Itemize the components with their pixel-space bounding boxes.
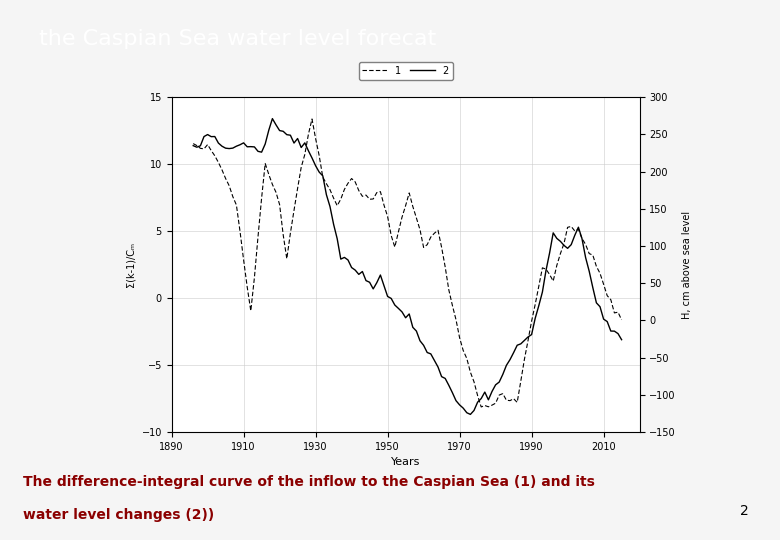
Text: the Caspian Sea water level forecat: the Caspian Sea water level forecat (39, 29, 436, 49)
Legend: 1, 2: 1, 2 (359, 62, 452, 80)
X-axis label: Years: Years (391, 457, 420, 467)
Y-axis label: Σ(k-1)/Cₘ: Σ(k-1)/Cₘ (126, 242, 136, 287)
Text: water level changes (2)): water level changes (2)) (23, 508, 215, 522)
Y-axis label: H, cm above sea level: H, cm above sea level (682, 211, 692, 319)
Text: 2: 2 (740, 504, 749, 518)
Text: The difference-integral curve of the inflow to the Caspian Sea (1) and its: The difference-integral curve of the inf… (23, 475, 595, 489)
